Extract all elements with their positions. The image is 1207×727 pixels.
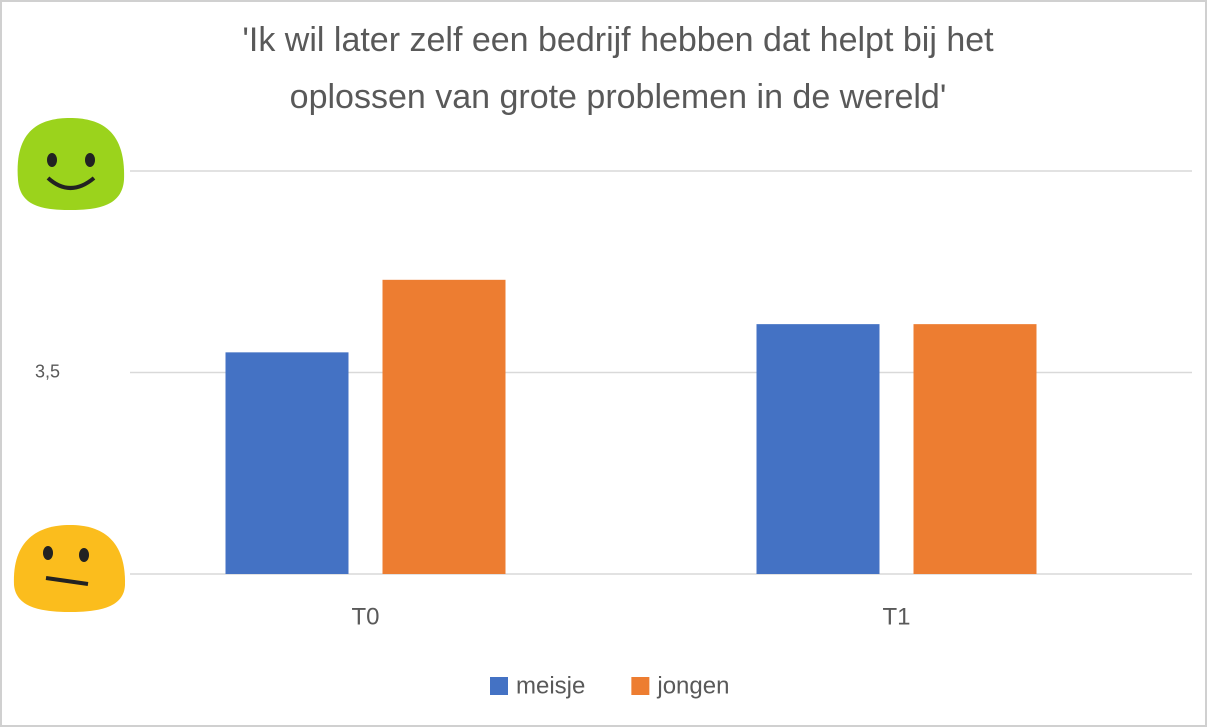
y-tick-label: 3,5: [35, 361, 60, 381]
emoji-eye: [43, 546, 53, 560]
happy-emoji: [17, 118, 125, 210]
emoji-eye: [79, 548, 89, 562]
legend-swatch: [631, 677, 650, 695]
chart-title-line: 'Ik wil later zelf een bedrijf hebben da…: [242, 21, 994, 59]
emoji-mouth: [45, 576, 89, 586]
legend-label: meisje: [516, 672, 585, 699]
bar: [382, 279, 506, 574]
bar: [225, 352, 349, 574]
emoji-mouth: [46, 176, 96, 190]
emoji-face: [13, 525, 126, 612]
legend-swatch: [490, 677, 508, 695]
emoji-eye: [85, 153, 95, 167]
neutral-emoji: [13, 525, 126, 612]
bar: [913, 324, 1037, 574]
x-tick-label: T1: [882, 603, 910, 630]
emoji-face: [17, 118, 125, 210]
bar: [756, 324, 880, 574]
legend-label: jongen: [656, 672, 729, 699]
emoji-eye: [47, 153, 57, 167]
x-tick-label: T0: [351, 603, 379, 630]
chart-title-line: oplossen van grote problemen in de werel…: [290, 78, 947, 116]
